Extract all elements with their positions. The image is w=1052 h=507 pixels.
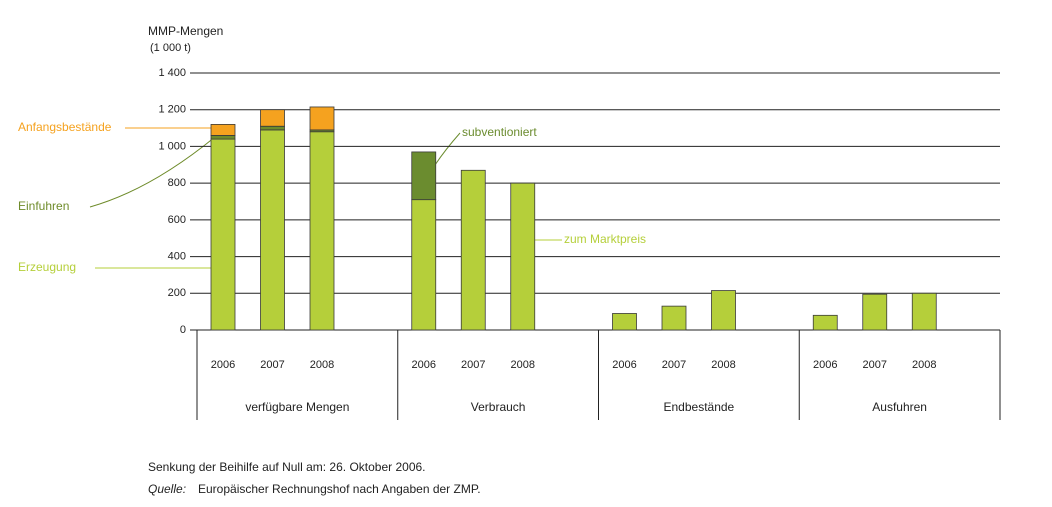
group-label: verfügbare Mengen	[245, 400, 349, 414]
x-tick-label: 2007	[461, 359, 485, 371]
bar-segment	[210, 124, 236, 136]
bar-segment	[411, 199, 437, 331]
group-label: Verbrauch	[471, 400, 526, 414]
series-label: zum Marktpreis	[564, 232, 646, 246]
bar-segment	[812, 314, 838, 331]
group-label: Ausfuhren	[872, 400, 927, 414]
y-unit: (1 000 t)	[150, 42, 191, 54]
bar-segment	[661, 305, 687, 331]
series-label: subventioniert	[462, 125, 537, 139]
x-tick-label: 2007	[260, 359, 284, 371]
bar-segment	[911, 292, 937, 331]
x-tick-label: 2006	[612, 359, 636, 371]
x-tick-label: 2008	[310, 359, 334, 371]
x-tick-label: 2008	[912, 359, 936, 371]
x-tick-label: 2007	[662, 359, 686, 371]
y-tick-label: 600	[168, 214, 186, 226]
series-label: Anfangsbestände	[18, 120, 112, 134]
y-tick-label: 200	[168, 287, 186, 299]
note: Senkung der Beihilfe auf Null am: 26. Ok…	[148, 460, 426, 474]
series-label: Einfuhren	[18, 199, 69, 213]
y-tick-label: 0	[180, 324, 186, 336]
y-tick-label: 1 200	[158, 104, 186, 116]
connectors	[89, 127, 562, 269]
bar-segment	[411, 151, 437, 201]
bar-segment	[210, 135, 236, 140]
source-text: Europäischer Rechnungshof nach Angaben d…	[198, 482, 481, 496]
x-tick-label: 2007	[863, 359, 887, 371]
y-tick-label: 800	[168, 177, 186, 189]
x-tick-label: 2008	[711, 359, 735, 371]
series-label: Erzeugung	[18, 260, 76, 274]
x-tick-label: 2006	[412, 359, 436, 371]
bar-segment	[711, 290, 736, 331]
y-title: MMP-Mengen	[148, 24, 223, 38]
x-tick-label: 2006	[211, 359, 235, 371]
bar-segment	[260, 109, 285, 127]
y-tick-label: 1 400	[158, 67, 186, 79]
bar-segment	[309, 106, 335, 131]
x-tick-label: 2008	[511, 359, 535, 371]
bar-segment	[612, 313, 637, 331]
group-label: Endbestände	[664, 400, 735, 414]
bar-segment	[862, 293, 888, 331]
y-tick-label: 1 000	[158, 140, 186, 152]
bar-segment	[309, 131, 335, 331]
x-tick-label: 2006	[813, 359, 837, 371]
source-label: Quelle:	[148, 482, 186, 496]
y-tick-label: 400	[168, 250, 186, 262]
bar-segment	[460, 169, 486, 331]
bar-segment	[260, 125, 285, 131]
bar-segment	[510, 182, 536, 331]
bar-segment	[210, 138, 236, 331]
bar-segment	[260, 129, 285, 331]
